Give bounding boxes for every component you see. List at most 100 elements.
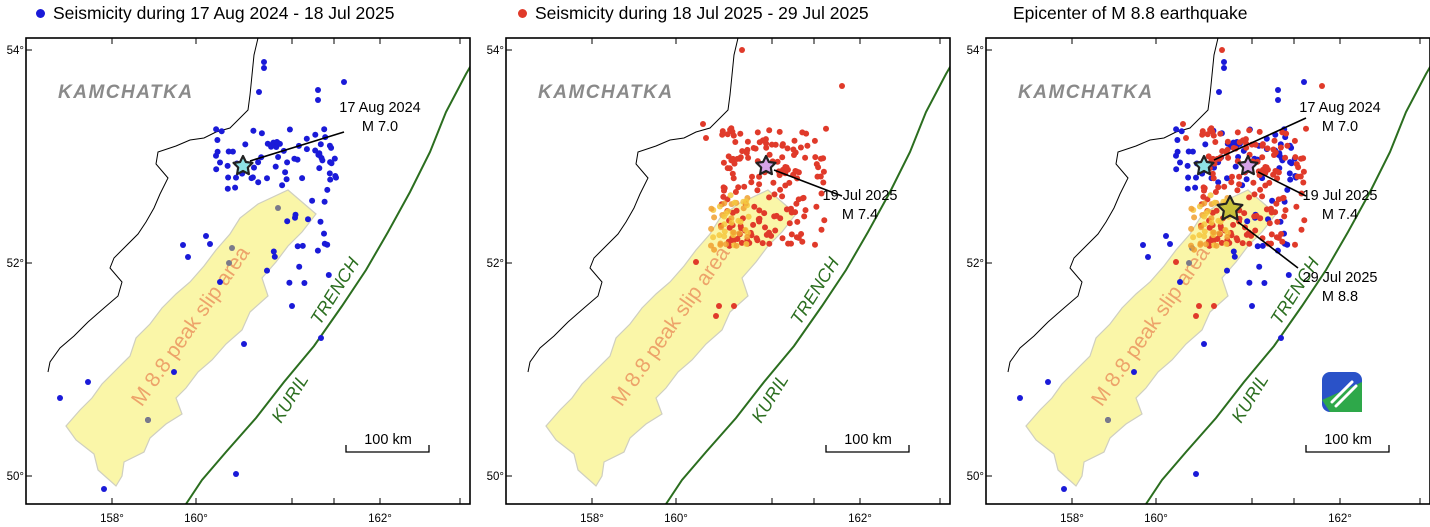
seismic-point-blue bbox=[233, 174, 239, 181]
seismic-point-blue bbox=[250, 127, 257, 134]
seismic-point-orange bbox=[733, 242, 740, 249]
seismic-point-blue bbox=[180, 242, 186, 248]
seismic-point-red bbox=[1239, 240, 1246, 247]
seismic-point-blue bbox=[1185, 148, 1192, 155]
seismic-point-blue bbox=[248, 175, 255, 182]
seismic-point-red bbox=[744, 146, 751, 153]
seismic-point-blue bbox=[275, 154, 282, 160]
seismic-point-orange bbox=[1190, 234, 1197, 241]
lon-tick-label: 158° bbox=[1060, 513, 1084, 525]
seismic-point-blue bbox=[332, 173, 339, 179]
scale-bar bbox=[825, 445, 910, 453]
seismic-point-blue bbox=[312, 131, 319, 138]
annotation-2024-mag: M 7.0 bbox=[362, 119, 398, 135]
seismic-point-red bbox=[754, 187, 761, 194]
seismic-point-red bbox=[754, 129, 761, 136]
seismic-point-blue bbox=[171, 369, 177, 375]
legend-blue-text: Seismicity during 17 Aug 2024 - 18 Jul 2… bbox=[53, 2, 395, 23]
seismic-point-orange bbox=[1210, 229, 1217, 236]
seismic-point-blue bbox=[294, 243, 301, 250]
seismic-point-red bbox=[1234, 129, 1241, 136]
seismic-point-blue bbox=[1177, 279, 1183, 285]
seismic-point-orange bbox=[1196, 203, 1203, 210]
seismic-point-orange bbox=[1213, 242, 1220, 249]
seismic-point-red bbox=[799, 238, 806, 245]
seismic-point-blue bbox=[1275, 87, 1281, 93]
seismic-point-blue bbox=[1193, 471, 1199, 477]
seismic-point-red bbox=[751, 203, 758, 210]
seismic-point-orange bbox=[742, 226, 749, 233]
seismic-point-blue bbox=[1184, 162, 1191, 169]
seismic-point-red bbox=[1196, 303, 1202, 309]
seismic-point-blue bbox=[261, 59, 267, 65]
seismic-point-red bbox=[1279, 238, 1286, 245]
seismic-point-orange bbox=[708, 205, 715, 212]
seismic-point-red bbox=[1242, 136, 1249, 143]
seismic-point-red bbox=[1259, 154, 1266, 161]
seismic-point-red bbox=[1292, 241, 1298, 248]
seismic-point-blue bbox=[1285, 272, 1292, 278]
seismic-point-red bbox=[1295, 164, 1302, 171]
seismic-point-blue bbox=[255, 159, 262, 166]
annotation-2024-leader bbox=[1213, 117, 1307, 161]
seismic-point-blue bbox=[271, 253, 278, 260]
seismic-point-blue bbox=[274, 139, 281, 146]
seismic-point-grey bbox=[229, 245, 235, 251]
seismic-point-red bbox=[820, 179, 827, 186]
kuril-trench-line bbox=[185, 65, 470, 504]
seismic-point-red bbox=[739, 47, 745, 53]
seismic-point-blue bbox=[225, 174, 232, 181]
seismic-point-red bbox=[727, 126, 734, 133]
seismic-point-blue bbox=[213, 166, 220, 173]
legend-red-dot bbox=[518, 8, 527, 18]
seismic-point-red bbox=[1263, 206, 1270, 213]
seismic-point-grey bbox=[145, 417, 151, 423]
seismic-point-red bbox=[772, 141, 779, 148]
seismic-point-red bbox=[1243, 231, 1250, 238]
seismic-point-red bbox=[1210, 175, 1217, 182]
region-label: KAMCHATKA bbox=[58, 82, 194, 103]
seismic-point-red bbox=[818, 155, 824, 162]
seismic-point-orange bbox=[1188, 242, 1194, 249]
seismic-point-red bbox=[724, 131, 731, 138]
annotation-jul19-mag: M 7.4 bbox=[842, 207, 878, 223]
seismic-point-blue bbox=[316, 165, 323, 172]
seismic-point-blue bbox=[233, 471, 239, 477]
seismic-point-blue bbox=[317, 218, 324, 225]
legend-red-text: Seismicity during 18 Jul 2025 - 29 Jul 2… bbox=[535, 2, 869, 23]
seismic-point-orange bbox=[1205, 208, 1212, 215]
lat-tick-label: 50° bbox=[7, 471, 24, 483]
seismic-point-blue bbox=[261, 65, 267, 71]
seismic-point-blue bbox=[1045, 379, 1051, 385]
lat-tick-label: 52° bbox=[487, 258, 504, 270]
seismic-point-red bbox=[779, 154, 786, 161]
seismic-point-blue bbox=[214, 148, 221, 155]
seismic-point-orange bbox=[708, 225, 715, 232]
agency-logo bbox=[1322, 372, 1362, 412]
seismic-point-red bbox=[1277, 144, 1284, 151]
seismic-point-blue bbox=[1192, 184, 1199, 191]
seismic-point-red bbox=[1207, 126, 1214, 133]
seismic-point-blue bbox=[224, 162, 231, 169]
seismic-point-blue bbox=[309, 197, 316, 204]
legend-blue: Seismicity during 17 Aug 2024 - 18 Jul 2… bbox=[36, 2, 394, 24]
seismic-point-blue bbox=[284, 218, 291, 225]
seismic-point-red bbox=[1173, 259, 1179, 265]
agency-logo-stripes bbox=[1330, 380, 1358, 408]
seismic-point-red bbox=[799, 129, 806, 136]
seismic-point-red bbox=[730, 175, 737, 182]
seismic-point-red bbox=[1268, 231, 1275, 238]
kuril-trench-line bbox=[665, 65, 950, 504]
seismic-point-orange bbox=[1201, 228, 1208, 235]
seismic-point-blue bbox=[1224, 175, 1230, 182]
seismic-point-red bbox=[1266, 179, 1273, 186]
seismic-point-red bbox=[1252, 227, 1259, 234]
seismic-point-blue bbox=[299, 175, 306, 182]
seismic-point-red bbox=[700, 121, 706, 127]
scale-bar bbox=[1305, 445, 1390, 453]
lat-tick-label: 52° bbox=[7, 258, 24, 270]
seismic-point-red bbox=[763, 231, 770, 238]
seismic-point-blue bbox=[327, 176, 334, 183]
seismic-point-red bbox=[1271, 137, 1278, 144]
seismic-point-blue bbox=[1061, 486, 1067, 492]
